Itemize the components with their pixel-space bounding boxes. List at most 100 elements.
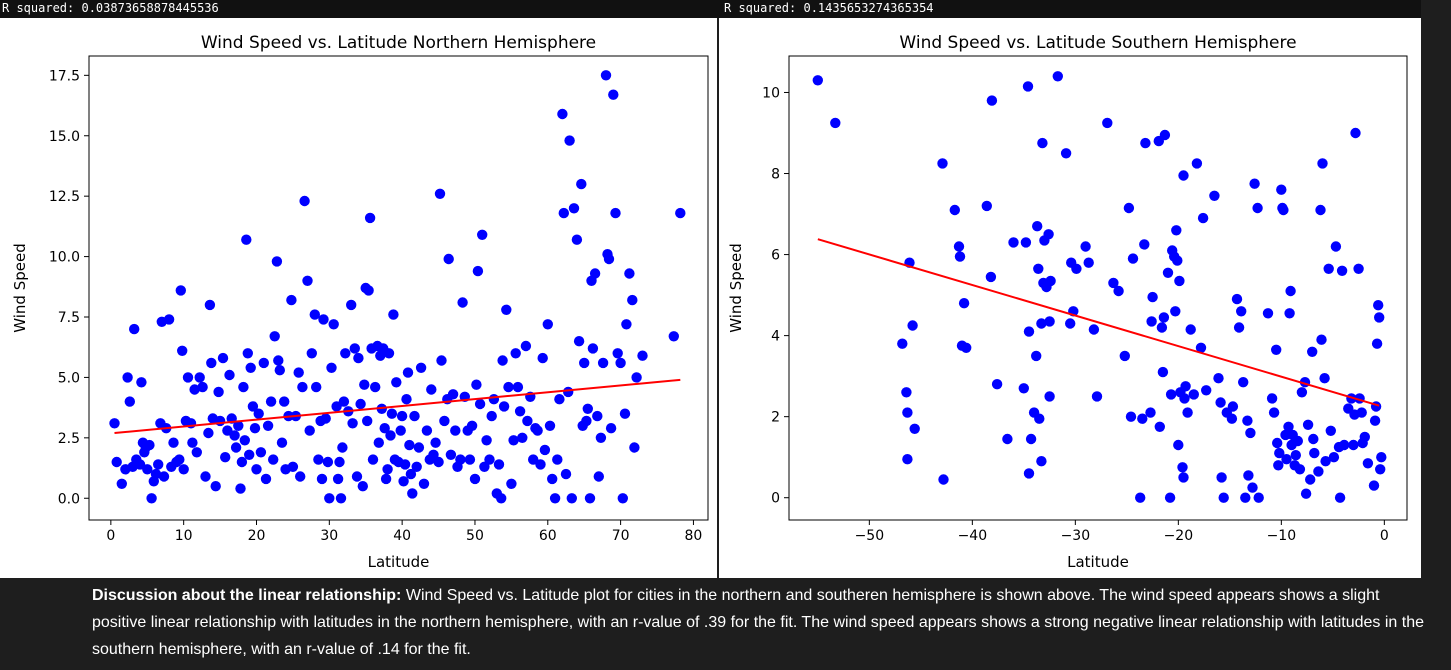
data-point (1154, 421, 1165, 432)
data-point (610, 207, 621, 219)
data-point (560, 468, 572, 480)
data-point (204, 299, 216, 311)
data-point (566, 493, 577, 504)
data-point (455, 454, 466, 465)
data-point (1353, 263, 1364, 274)
data-point (382, 464, 393, 475)
data-point (503, 381, 514, 393)
data-point (557, 108, 568, 120)
data-point (447, 389, 459, 400)
y-tick-label: 4 (771, 329, 780, 345)
x-axis-label: Latitude (368, 553, 430, 571)
x-tick-label: −30 (1061, 528, 1091, 544)
data-point (627, 294, 638, 306)
data-point (619, 408, 631, 419)
data-point (1146, 316, 1157, 327)
data-point (1080, 241, 1091, 252)
data-point (592, 410, 603, 422)
data-point (1135, 492, 1146, 503)
data-point (450, 425, 461, 436)
data-point (1044, 316, 1055, 327)
x-tick-label: 10 (175, 528, 193, 544)
data-point (1249, 178, 1260, 189)
data-point (1088, 324, 1100, 335)
data-point (260, 473, 272, 485)
data-point (197, 381, 208, 393)
data-point (233, 420, 244, 431)
data-point (595, 432, 607, 443)
y-tick-label: 17.5 (49, 68, 80, 84)
data-point (1319, 373, 1330, 384)
data-point (1165, 389, 1177, 400)
data-point (332, 473, 344, 485)
data-point (617, 493, 628, 504)
data-point (472, 265, 484, 277)
data-point (953, 241, 965, 252)
data-point (268, 454, 279, 465)
data-point (1145, 407, 1156, 418)
data-point (537, 352, 548, 364)
discussion-text: Wind Speed vs. Latitude plot for cities … (92, 587, 1425, 658)
data-point (1025, 433, 1037, 445)
discussion-heading: Discussion about the linear relationship… (92, 587, 402, 604)
data-point (1292, 435, 1303, 447)
data-point (349, 343, 360, 354)
data-point (1302, 419, 1314, 430)
data-point (1371, 338, 1383, 349)
y-tick-label: 2.5 (58, 431, 80, 447)
data-point (1330, 241, 1342, 252)
data-point (1305, 474, 1316, 485)
x-tick-label: −10 (1267, 528, 1297, 544)
data-point (168, 437, 179, 448)
data-point (547, 473, 558, 485)
data-point (549, 493, 561, 504)
data-point (347, 418, 358, 429)
data-point (949, 204, 960, 216)
data-point (178, 464, 189, 475)
data-point (1215, 397, 1226, 408)
data-point (443, 253, 454, 265)
data-point (1182, 407, 1193, 418)
data-point (258, 357, 269, 369)
data-point (1313, 466, 1324, 477)
data-point (230, 442, 242, 453)
data-point (1316, 334, 1327, 345)
data-point (1308, 433, 1319, 445)
data-point (600, 70, 612, 81)
data-point (1252, 202, 1263, 214)
data-point (191, 447, 202, 458)
data-point (163, 314, 175, 325)
data-point (1307, 346, 1318, 357)
data-point (1300, 488, 1312, 499)
x-tick-label: 70 (612, 528, 630, 544)
data-point (346, 299, 357, 311)
data-point (1268, 407, 1280, 418)
data-point (471, 379, 482, 390)
data-point (409, 410, 420, 422)
data-point (466, 420, 478, 431)
data-point (488, 394, 500, 405)
data-point (1023, 326, 1035, 337)
y-tick-label: 6 (771, 248, 780, 264)
data-point (1315, 204, 1326, 216)
x-tick-label: −50 (855, 528, 885, 544)
north-r-squared-text: R squared: 0.03873658878445536 (2, 1, 219, 15)
x-tick-label: −40 (958, 528, 988, 544)
data-point (338, 396, 350, 407)
data-point (200, 471, 211, 482)
data-point (1065, 318, 1076, 329)
x-tick-label: 20 (248, 528, 266, 544)
data-point (1284, 308, 1295, 319)
data-point (1362, 458, 1374, 469)
y-axis-label: Wind Speed (727, 243, 745, 333)
data-point (582, 403, 593, 414)
data-point (203, 427, 214, 439)
data-point (262, 420, 274, 431)
data-point (1216, 472, 1227, 483)
data-point (1032, 221, 1043, 232)
data-point (287, 461, 299, 472)
data-point (255, 447, 267, 458)
data-point (189, 384, 200, 395)
data-point (304, 425, 315, 436)
data-point (1172, 255, 1183, 266)
